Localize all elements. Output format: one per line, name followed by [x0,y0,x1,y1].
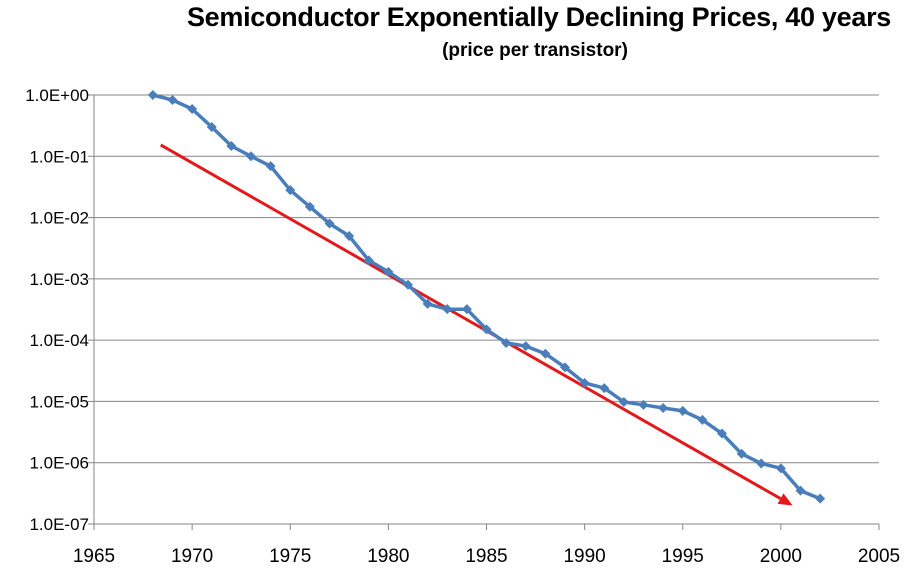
data-point [658,403,669,414]
y-tick-label: 1.0E-06 [29,454,89,473]
data-point [520,341,531,352]
data-point [775,463,786,474]
y-axis-ticks: 1.0E+00 1.0E-01 1.0E-02 1.0E-03 1.0E-04 1.0E-… [25,86,94,534]
x-tick-label: 1975 [269,546,311,567]
y-tick-label: 1.0E-04 [29,331,89,350]
trend-arrowhead [777,493,793,506]
data-point [226,141,237,152]
data-point [560,362,570,373]
data-point [697,414,708,425]
data-point [461,304,472,315]
x-tick-label: 1990 [563,546,605,567]
data-point [285,185,296,196]
data-point [383,266,394,277]
data-point [501,337,512,348]
chart-title: Semiconductor Exponentially Declining Pr… [186,2,891,32]
y-tick-label: 1.0E-02 [29,209,89,228]
data-point [481,324,492,335]
data-point [422,298,433,309]
data-point [265,161,276,172]
x-axis-ticks: 1965 1970 1975 1980 1985 1990 1995 2000 2005 [73,524,900,567]
chart-subtitle: (price per transistor) [442,40,628,61]
data-point [246,151,256,162]
data-point [599,383,610,394]
x-tick-label: 1965 [73,546,115,567]
data-point [618,396,629,407]
data-point [187,104,198,115]
data-point [540,348,551,359]
series-group [147,90,826,504]
y-tick-label: 1.0E-03 [29,270,89,289]
x-tick-label: 1970 [171,546,213,567]
x-tick-label: 1985 [465,546,507,567]
data-point [795,485,806,496]
x-tick-label: 2005 [858,546,900,567]
data-point [442,304,453,315]
data-point [167,94,178,105]
y-tick-label: 1.0E-01 [29,147,89,166]
y-tick-label: 1.0E-07 [29,515,89,534]
data-point [344,231,355,242]
data-point [815,493,826,504]
trend-line [159,143,782,500]
data-point [206,122,217,133]
data-point [324,218,335,229]
data-point [736,448,747,459]
data-point [756,458,767,469]
x-tick-label: 1995 [662,546,704,567]
data-point [147,90,158,100]
data-point [677,405,688,416]
data-point [403,279,413,290]
x-tick-label: 1980 [367,546,409,567]
y-tick-label: 1.0E+00 [25,86,89,105]
x-tick-label: 2000 [760,546,802,567]
data-point [579,377,590,388]
data-point [304,201,315,212]
data-point [638,399,649,410]
trend-arrow-group [159,143,793,506]
y-tick-label: 1.0E-05 [29,392,89,411]
grid-lines [94,94,879,464]
data-point [363,255,374,266]
data-point [717,428,727,439]
